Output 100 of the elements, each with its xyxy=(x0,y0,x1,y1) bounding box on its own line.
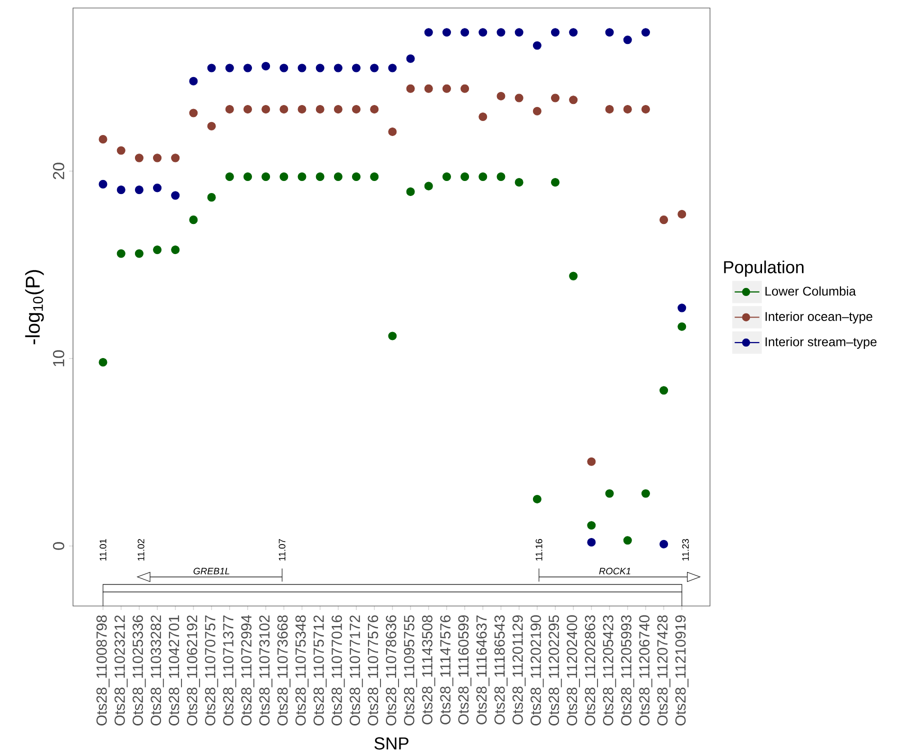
x-tick-label: Ots28_11202295 xyxy=(548,615,562,726)
point xyxy=(605,104,614,114)
point xyxy=(587,521,596,530)
point xyxy=(280,104,288,114)
point xyxy=(334,64,342,72)
point xyxy=(660,386,668,395)
point xyxy=(189,216,198,224)
point xyxy=(478,112,488,121)
x-tick-label: Ots28_11207428 xyxy=(657,615,670,726)
point xyxy=(388,127,397,136)
x-tick-label: Ots28_11023212 xyxy=(114,615,128,726)
point xyxy=(569,272,578,280)
point xyxy=(98,180,108,188)
point xyxy=(352,104,361,114)
point xyxy=(532,494,542,504)
point xyxy=(623,104,632,114)
point xyxy=(171,191,180,200)
annotation: 11.01 xyxy=(100,539,106,561)
point xyxy=(424,84,433,93)
point xyxy=(280,172,288,181)
point xyxy=(98,134,108,144)
point xyxy=(514,178,524,187)
point xyxy=(406,187,415,196)
y-tick-label: 20 xyxy=(52,162,64,180)
point xyxy=(442,28,451,37)
point xyxy=(496,28,506,37)
x-tick-label: Ots28_11095755 xyxy=(404,615,418,726)
point xyxy=(550,28,560,37)
point xyxy=(660,540,668,548)
point xyxy=(660,216,668,224)
x-tick-label: Ots28_11164637 xyxy=(476,615,490,724)
point xyxy=(243,64,252,72)
x-tick-label: Ots28_11143508 xyxy=(422,615,436,724)
x-tick-label: Ots28_11071377 xyxy=(223,615,236,726)
point xyxy=(370,172,379,181)
point xyxy=(406,54,415,63)
point xyxy=(225,172,234,181)
point xyxy=(225,64,234,72)
point xyxy=(207,122,216,130)
point xyxy=(298,104,306,114)
point xyxy=(134,186,144,194)
point xyxy=(352,64,361,72)
point xyxy=(298,64,306,72)
point xyxy=(460,28,470,37)
y-tick-label: 0 xyxy=(52,542,64,550)
annotation: 11.23 xyxy=(682,539,689,561)
point xyxy=(98,358,108,367)
point xyxy=(153,184,162,192)
point xyxy=(678,304,686,312)
point xyxy=(641,489,650,498)
x-tick-label: Ots28_11078636 xyxy=(386,615,400,726)
point xyxy=(478,28,488,37)
annotation: 11.16 xyxy=(536,539,542,561)
x-tick-label: Ots28_11070757 xyxy=(204,615,218,726)
x-tick-label: Ots28_11073102 xyxy=(259,615,272,726)
x-tick-label: Ots28_11205993 xyxy=(621,615,634,726)
point xyxy=(171,246,180,254)
point xyxy=(243,172,252,181)
point xyxy=(116,146,126,155)
y-axis-title: -log$_{10}$(P) xyxy=(25,270,44,344)
point xyxy=(641,104,650,114)
x-tick-label: Ots28_11201129 xyxy=(512,615,526,724)
point xyxy=(442,172,451,181)
x-tick-label: Ots28_11202190 xyxy=(530,615,544,726)
x-tick-label: Ots28_11160599 xyxy=(458,615,472,724)
x-tick-label: Ots28_11062192 xyxy=(186,615,200,726)
point xyxy=(243,104,252,114)
point xyxy=(334,172,342,181)
point xyxy=(207,64,216,72)
point xyxy=(550,178,560,187)
point xyxy=(225,104,234,114)
annotation: 11.02 xyxy=(138,539,144,561)
point xyxy=(334,104,342,114)
point xyxy=(514,94,524,102)
point xyxy=(532,41,542,50)
legend-label: Lower Columbia xyxy=(766,286,856,296)
point xyxy=(514,28,524,37)
point xyxy=(623,536,632,545)
point xyxy=(116,249,126,258)
x-tick-label: Ots28_11077016 xyxy=(332,615,345,726)
point xyxy=(478,172,488,181)
x-tick-label: Ots28_11205423 xyxy=(602,615,616,726)
legend-label: Interior ocean–type xyxy=(766,312,872,324)
point xyxy=(388,332,397,340)
x-tick-label: Ots28_11210919 xyxy=(675,615,688,726)
point xyxy=(370,64,379,72)
legend-label: Interior stream–type xyxy=(766,337,877,349)
point xyxy=(496,92,506,100)
point xyxy=(460,84,470,93)
point xyxy=(116,186,126,194)
point xyxy=(460,172,470,181)
point xyxy=(424,182,433,190)
point xyxy=(388,64,397,72)
y-tick-label: 10 xyxy=(52,350,64,366)
point xyxy=(406,84,415,93)
point xyxy=(442,84,451,93)
x-tick-label: Ots28_11147576 xyxy=(440,615,454,724)
point xyxy=(153,154,162,162)
point xyxy=(262,104,270,114)
annotation: ROCK1 xyxy=(599,568,630,574)
